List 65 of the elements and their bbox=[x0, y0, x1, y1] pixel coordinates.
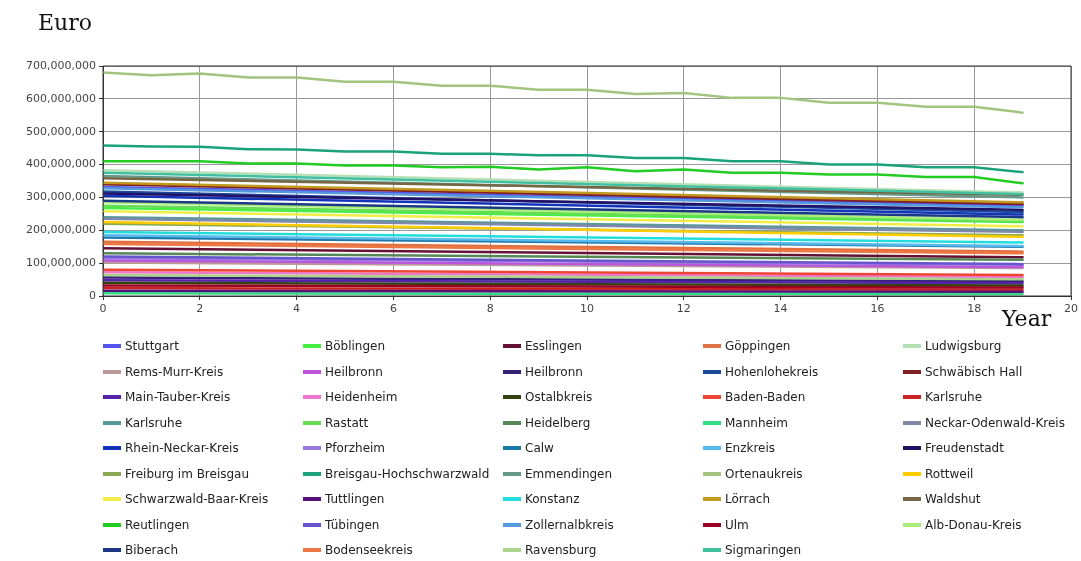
x-tick-label: 16 bbox=[870, 302, 885, 316]
legend-label: Heidenheim bbox=[325, 390, 398, 405]
legend-label: Heilbronn bbox=[525, 364, 583, 379]
legend-label: Hohenlohekreis bbox=[725, 364, 819, 379]
legend-label: Ostalbkreis bbox=[525, 390, 593, 405]
y-tick-label: 500,000,000 bbox=[26, 124, 96, 138]
y-tick-label: 100,000,000 bbox=[26, 256, 96, 269]
legend-label: Ravensburg bbox=[525, 543, 597, 558]
legend-label: Esslingen bbox=[525, 339, 582, 354]
x-tick-label: 8 bbox=[486, 302, 494, 316]
legend-label: Zollernalbkreis bbox=[525, 517, 614, 532]
y-tick-label: 700,000,000 bbox=[26, 58, 96, 72]
legend-label: Rhein-Neckar-Kreis bbox=[125, 441, 239, 456]
legend-label: Pforzheim bbox=[325, 441, 386, 456]
legend-label: Enzkreis bbox=[725, 441, 776, 456]
x-tick-label: 12 bbox=[676, 302, 691, 316]
legend-label: Alb-Donau-Kreis bbox=[925, 517, 1022, 532]
legend-label: Tübingen bbox=[325, 517, 380, 532]
legend-label: Main-Tauber-Kreis bbox=[125, 390, 231, 405]
legend-label: Rottweil bbox=[925, 466, 974, 481]
x-tick-label: 18 bbox=[967, 302, 982, 316]
legend-label: Baden-Baden bbox=[725, 390, 806, 405]
legend-label: Neckar-Odenwald-Kreis bbox=[925, 415, 1065, 430]
legend-label: Heidelberg bbox=[525, 415, 591, 430]
legend-label: Böblingen bbox=[325, 339, 386, 354]
legend-label: Freiburg im Breisgau bbox=[125, 466, 250, 481]
y-tick-label: 600,000,000 bbox=[26, 91, 96, 105]
legend-label: Biberach bbox=[125, 543, 179, 558]
x-tick-label: 6 bbox=[389, 302, 397, 316]
legend-label: Ulm bbox=[725, 517, 749, 532]
legend-label: Heilbronn bbox=[325, 364, 383, 379]
x-axis-title: Year bbox=[1002, 306, 1052, 331]
legend-label: Calw bbox=[525, 441, 554, 456]
legend-label: Schwarzwald-Baar-Kreis bbox=[125, 492, 269, 507]
x-tick-label: 20 bbox=[1064, 302, 1078, 316]
legend-label: Ludwigsburg bbox=[925, 339, 1002, 354]
y-tick-label: 400,000,000 bbox=[26, 157, 96, 171]
legend-label: Konstanz bbox=[525, 492, 580, 507]
x-tick-label: 14 bbox=[773, 302, 788, 316]
legend-label: Reutlingen bbox=[125, 517, 190, 532]
legend-label: Schwäbisch Hall bbox=[925, 364, 1023, 379]
legend-label: Emmendingen bbox=[525, 466, 613, 481]
legend-label: Sigmaringen bbox=[725, 543, 802, 558]
y-tick-label: 200,000,000 bbox=[26, 223, 96, 237]
x-tick-label: 0 bbox=[99, 302, 107, 316]
legend-label: Freudenstadt bbox=[925, 441, 1004, 456]
y-tick-label: 300,000,000 bbox=[26, 190, 96, 204]
legend-label: Tuttlingen bbox=[325, 492, 385, 507]
x-tick-label: 10 bbox=[580, 302, 594, 316]
y-axis-title: Euro bbox=[38, 10, 92, 35]
x-tick-label: 2 bbox=[196, 302, 204, 316]
legend-label: Karlsruhe bbox=[125, 415, 183, 430]
legend-label: Waldshut bbox=[925, 492, 981, 507]
legend-label: Lörrach bbox=[725, 492, 771, 507]
legend-label: Stuttgart bbox=[125, 339, 179, 354]
y-tick-label: 0 bbox=[89, 288, 96, 302]
legend-label: Rems-Murr-Kreis bbox=[125, 364, 224, 379]
legend-label: Bodenseekreis bbox=[325, 543, 413, 558]
x-tick-label: 4 bbox=[293, 302, 301, 316]
legend-label: Breisgau-Hochschwarzwald bbox=[325, 466, 490, 481]
legend-label: Ortenaukreis bbox=[725, 466, 803, 481]
legend-label: Göppingen bbox=[725, 339, 791, 354]
legend-label: Karlsruhe bbox=[925, 390, 983, 405]
legend-label: Mannheim bbox=[725, 415, 788, 430]
legend-label: Rastatt bbox=[325, 415, 369, 430]
